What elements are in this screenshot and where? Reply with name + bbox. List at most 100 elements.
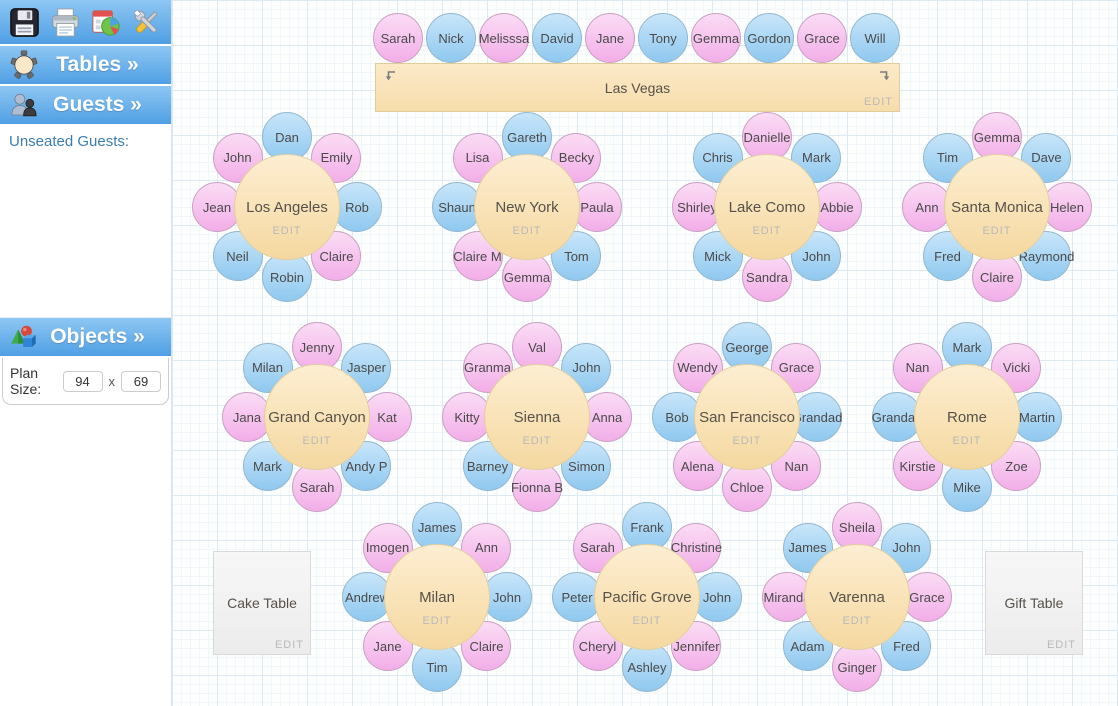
guest-seat-john[interactable]: John (561, 342, 612, 393)
guest-seat-sheila[interactable]: Sheila (832, 502, 882, 552)
table-edit-link[interactable]: EDIT (272, 225, 302, 237)
guest-seat-cheryl[interactable]: Cheryl (572, 621, 623, 672)
table-edit-link[interactable]: EDIT (522, 435, 552, 447)
guest-seat-gemma[interactable]: Gemma (691, 13, 741, 63)
guest-seat-kitty[interactable]: Kitty (442, 392, 492, 442)
table-santa-monica[interactable]: Santa Monica EDIT (944, 154, 1050, 260)
table-edit-link[interactable]: EDIT (274, 639, 304, 651)
guest-seat-tony[interactable]: Tony (638, 13, 688, 63)
guest-seat-peter[interactable]: Peter (552, 572, 602, 622)
guest-seat-shaun[interactable]: Shaun (432, 182, 482, 232)
guest-seat-abbie[interactable]: Abbie (812, 182, 862, 232)
guest-seat-barney[interactable]: Barney (462, 441, 513, 492)
guest-seat-martin[interactable]: Martin (1012, 392, 1062, 442)
guest-seat-neil[interactable]: Neil (212, 231, 263, 282)
rotate-handle-right-icon[interactable] (878, 69, 892, 83)
rotate-handle-left-icon[interactable] (383, 69, 397, 83)
guest-seat-george[interactable]: George (722, 322, 772, 372)
save-button[interactable] (6, 4, 42, 40)
guest-seat-sarah[interactable]: Sarah (292, 462, 342, 512)
guest-seat-danielle[interactable]: Danielle (742, 112, 792, 162)
table-pacific-grove[interactable]: Pacific Grove EDIT (594, 544, 700, 650)
table-edit-link[interactable]: EDIT (1046, 639, 1076, 651)
guest-seat-will[interactable]: Will (850, 13, 900, 63)
guest-seat-jane[interactable]: Jane (585, 13, 635, 63)
reports-button[interactable] (88, 4, 124, 40)
guest-seat-shirley[interactable]: Shirley (672, 182, 722, 232)
table-grand-canyon[interactable]: Grand Canyon EDIT (264, 364, 370, 470)
guest-seat-ginger[interactable]: Ginger (832, 642, 882, 692)
guest-seat-david[interactable]: David (532, 13, 582, 63)
guest-seat-chloe[interactable]: Chloe (722, 462, 772, 512)
sidebar-item-guests[interactable]: Guests » (0, 86, 171, 126)
table-sienna[interactable]: Sienna EDIT (484, 364, 590, 470)
guest-seat-wendy[interactable]: Wendy (672, 342, 723, 393)
seating-canvas[interactable]: Sarah Nick Melisssa David Jane Tony Gemma Gordo… (172, 0, 1118, 706)
guest-seat-mike[interactable]: Mike (942, 462, 992, 512)
guest-seat-jasper[interactable]: Jasper (341, 342, 392, 393)
guest-seat-rob[interactable]: Rob (332, 182, 382, 232)
guest-seat-jean[interactable]: Jean (192, 182, 242, 232)
table-san-francisco[interactable]: San Francisco EDIT (694, 364, 800, 470)
guest-seat-grandad[interactable]: Grandad (872, 392, 922, 442)
guest-seat-grace[interactable]: Grace (902, 572, 952, 622)
table-edit-link[interactable]: EDIT (422, 615, 452, 627)
guest-seat-granma[interactable]: Granma (462, 342, 513, 393)
guest-seat-kat[interactable]: Kat (362, 392, 412, 442)
settings-button[interactable] (129, 4, 165, 40)
guest-seat-gemma[interactable]: Gemma (972, 112, 1022, 162)
guest-seat-grace[interactable]: Grace (797, 13, 847, 63)
guest-seat-frank[interactable]: Frank (622, 502, 672, 552)
table-las-vegas[interactable]: Las Vegas EDIT (375, 63, 900, 112)
table-los-angeles[interactable]: Los Angeles EDIT (234, 154, 340, 260)
guest-seat-claire[interactable]: Claire (972, 252, 1022, 302)
table-milan[interactable]: Milan EDIT (384, 544, 490, 650)
guest-seat-simon[interactable]: Simon (561, 441, 612, 492)
guest-seat-jenny[interactable]: Jenny (292, 322, 342, 372)
plan-width-input[interactable] (62, 370, 103, 392)
table-gift-table[interactable]: Gift Table EDIT (985, 551, 1083, 655)
table-edit-link[interactable]: EDIT (302, 435, 332, 447)
plan-height-input[interactable] (121, 370, 161, 392)
guest-seat-ashley[interactable]: Ashley (622, 642, 672, 692)
table-edit-link[interactable]: EDIT (842, 615, 872, 627)
guest-seat-john[interactable]: John (482, 572, 532, 622)
guest-seat-gordon[interactable]: Gordon (744, 13, 794, 63)
table-edit-link[interactable]: EDIT (752, 225, 782, 237)
guest-seat-sarah[interactable]: Sarah (373, 13, 423, 63)
guest-seat-claire[interactable]: Claire (461, 621, 512, 672)
guest-seat-robin[interactable]: Robin (262, 252, 312, 302)
guest-seat-nick[interactable]: Nick (426, 13, 476, 63)
guest-seat-adam[interactable]: Adam (782, 621, 833, 672)
table-edit-link[interactable]: EDIT (632, 615, 662, 627)
guest-seat-john[interactable]: John (212, 132, 263, 183)
guest-seat-emily[interactable]: Emily (311, 132, 362, 183)
guest-seat-helen[interactable]: Helen (1042, 182, 1092, 232)
sidebar-item-objects[interactable]: Objects » (0, 318, 171, 358)
guest-seat-raymond[interactable]: Raymond (1019, 231, 1074, 282)
table-edit-link[interactable]: EDIT (512, 225, 542, 237)
guest-seat-miranda[interactable]: Miranda (762, 572, 812, 622)
table-edit-link[interactable]: EDIT (732, 435, 762, 447)
guest-seat-mark[interactable]: Mark (942, 322, 992, 372)
guest-seat-ann[interactable]: Ann (902, 182, 952, 232)
guest-seat-melisssa[interactable]: Melisssa (479, 13, 529, 63)
guest-seat-james[interactable]: James (412, 502, 462, 552)
guest-seat-chris[interactable]: Chris (692, 132, 743, 183)
guest-seat-sandra[interactable]: Sandra (742, 252, 792, 302)
guest-seat-tim[interactable]: Tim (412, 642, 462, 692)
guest-seat-val[interactable]: Val (512, 322, 562, 372)
print-button[interactable] (47, 4, 83, 40)
table-rome[interactable]: Rome EDIT (914, 364, 1020, 470)
table-new-york[interactable]: New York EDIT (474, 154, 580, 260)
guest-seat-paula[interactable]: Paula (572, 182, 622, 232)
table-varenna[interactable]: Varenna EDIT (804, 544, 910, 650)
table-edit-link[interactable]: EDIT (982, 225, 1012, 237)
table-lake-como[interactable]: Lake Como EDIT (714, 154, 820, 260)
table-cake-table[interactable]: Cake Table EDIT (213, 551, 311, 655)
sidebar-item-tables[interactable]: Tables » (0, 46, 171, 86)
table-edit-link[interactable]: EDIT (863, 96, 893, 108)
table-edit-link[interactable]: EDIT (952, 435, 982, 447)
unseated-guests-panel[interactable]: Unseated Guests: (0, 126, 171, 318)
guest-seat-imogen[interactable]: Imogen (362, 522, 413, 573)
